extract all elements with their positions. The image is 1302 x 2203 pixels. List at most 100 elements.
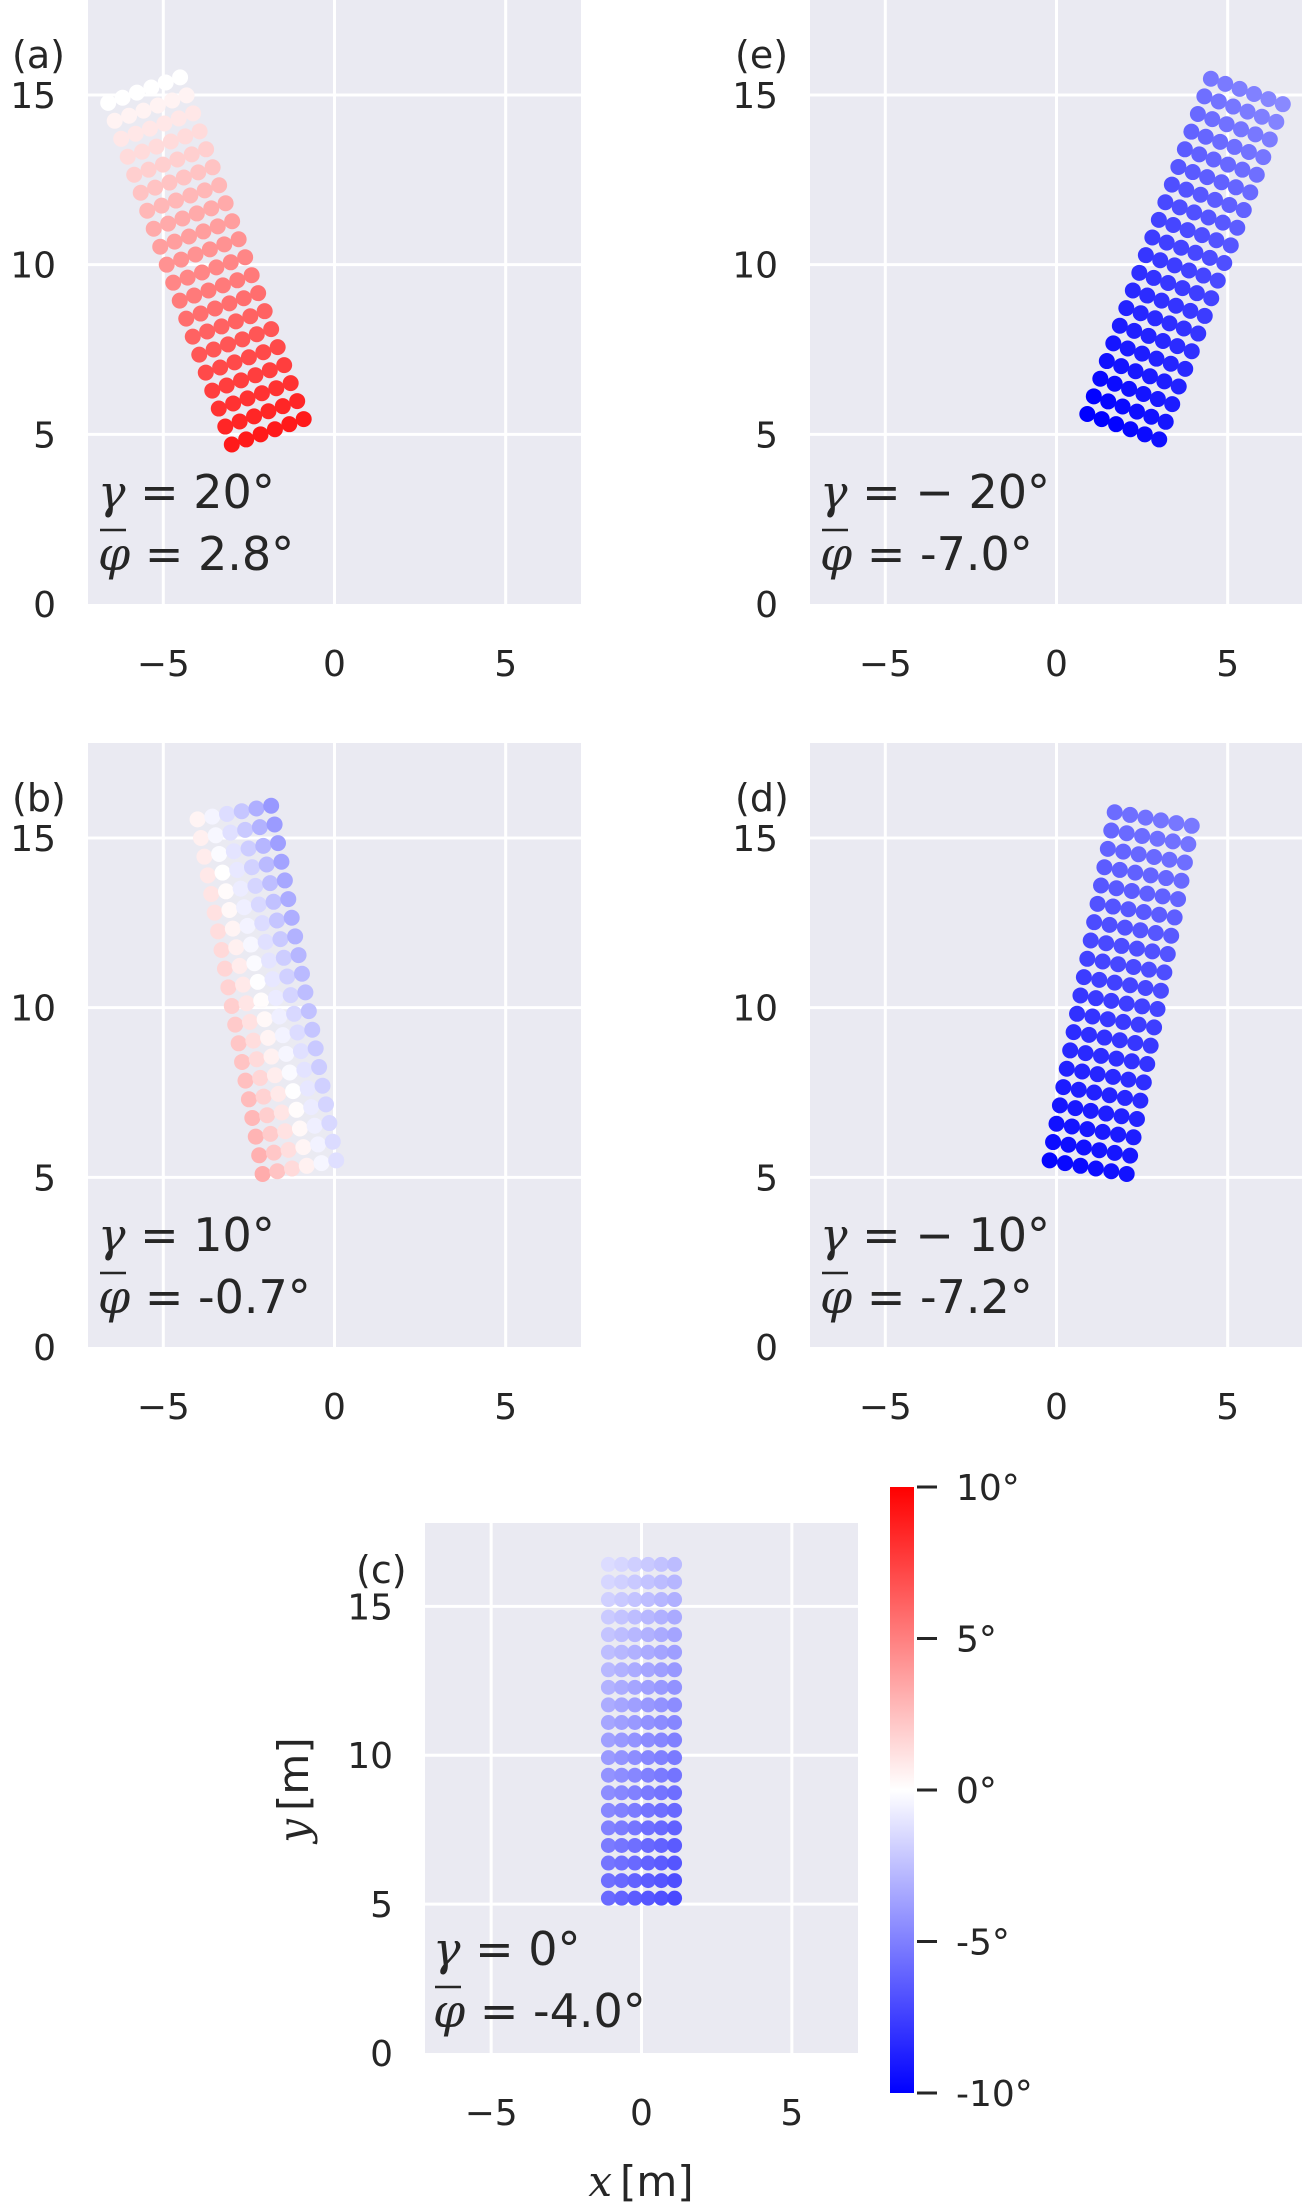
- data-point: [261, 362, 278, 379]
- data-point: [1122, 421, 1139, 438]
- x-tick-label: 5: [494, 644, 517, 685]
- y-tick-label: 15: [732, 819, 778, 860]
- data-point: [1176, 141, 1193, 158]
- data-point: [1202, 70, 1219, 87]
- data-point: [1067, 1100, 1084, 1117]
- data-point: [1137, 809, 1154, 826]
- panel-points: [100, 69, 312, 453]
- data-point: [1180, 836, 1197, 853]
- data-point: [1099, 840, 1116, 857]
- data-point: [667, 1890, 683, 1906]
- data-point: [1149, 830, 1166, 847]
- mean-phi-annotation: φ = -7.2°: [820, 1270, 1033, 1324]
- mean-phi-value: = -7.0°: [852, 527, 1033, 581]
- x-tick-labels: −5 0 5: [137, 644, 517, 685]
- data-point: [276, 357, 293, 374]
- data-point: [1132, 922, 1149, 939]
- data-point: [231, 957, 248, 974]
- data-point: [209, 218, 226, 235]
- panel-b: −5 0 5 0 5 10 15 (b) γ = 10° φ = -0.7°: [10, 743, 581, 1428]
- data-point: [289, 393, 306, 410]
- data-point: [271, 1008, 288, 1025]
- data-point: [640, 1592, 656, 1608]
- data-point: [221, 901, 238, 918]
- data-point: [1169, 338, 1186, 355]
- data-point: [191, 346, 208, 363]
- data-point: [600, 1662, 616, 1678]
- gamma-annotation: γ = 10°: [98, 1208, 275, 1262]
- mean-phi-annotation: φ = -4.0°: [433, 1984, 646, 2038]
- data-point: [1105, 335, 1122, 352]
- data-point: [1166, 909, 1183, 926]
- data-point: [274, 1027, 291, 1044]
- data-point: [1150, 211, 1167, 228]
- data-point: [1175, 320, 1192, 337]
- data-point: [1098, 353, 1115, 370]
- data-point: [1099, 1011, 1116, 1028]
- data-point: [600, 1592, 616, 1608]
- data-point: [667, 1873, 683, 1889]
- data-point: [1154, 333, 1171, 350]
- data-point: [222, 824, 239, 841]
- data-point: [197, 364, 214, 381]
- data-point: [256, 303, 273, 320]
- data-point: [260, 1029, 277, 1046]
- data-point: [627, 1802, 643, 1818]
- data-point: [1130, 1016, 1147, 1033]
- data-point: [289, 1024, 306, 1041]
- data-point: [653, 1609, 669, 1625]
- data-point: [268, 380, 285, 397]
- data-point: [600, 1820, 616, 1836]
- data-point: [160, 215, 177, 232]
- data-point: [242, 936, 259, 953]
- data-point: [1134, 827, 1151, 844]
- data-point: [208, 259, 225, 276]
- y-tick-labels: 0 5 10 15: [732, 76, 778, 626]
- data-point: [213, 941, 230, 958]
- data-point: [627, 1574, 643, 1590]
- data-point: [627, 1732, 643, 1748]
- data-point: [1170, 891, 1187, 908]
- y-tick-labels: 0 5 10 15: [347, 1587, 393, 2075]
- data-point: [313, 1155, 330, 1172]
- data-point: [640, 1679, 656, 1695]
- data-point: [1081, 1026, 1098, 1043]
- data-point: [1163, 176, 1180, 193]
- data-point: [1146, 1019, 1163, 1036]
- panel-d: −5 0 5 0 5 10 15 (d) γ = − 10° φ = -7.2°: [732, 743, 1302, 1428]
- data-point: [306, 1117, 323, 1134]
- gamma-value: = 0°: [461, 1922, 581, 1976]
- data-point: [1159, 946, 1176, 963]
- mean-phi-annotation: φ = -7.0°: [820, 527, 1033, 581]
- colorbar: 10° 5° 0° -5° -10°: [890, 1468, 1033, 2115]
- data-point: [156, 115, 173, 132]
- data-point: [614, 1873, 630, 1889]
- data-point: [1086, 1084, 1103, 1101]
- data-point: [1214, 214, 1231, 231]
- data-point: [212, 359, 229, 376]
- data-point: [1111, 861, 1128, 878]
- data-point: [1195, 267, 1212, 284]
- data-point: [1179, 222, 1196, 239]
- data-point: [273, 853, 290, 870]
- data-point: [203, 200, 220, 217]
- data-point: [667, 1767, 683, 1783]
- data-point: [224, 213, 241, 230]
- data-point: [229, 272, 246, 289]
- data-point: [244, 1109, 261, 1126]
- x-tick-label: 0: [1045, 644, 1068, 685]
- data-point: [210, 923, 227, 940]
- data-point: [284, 1160, 301, 1177]
- data-point: [1171, 199, 1188, 216]
- data-point: [1136, 426, 1153, 443]
- data-point: [1096, 859, 1113, 876]
- data-point: [1149, 391, 1166, 408]
- data-point: [1240, 144, 1257, 161]
- data-point: [1051, 1097, 1068, 1114]
- data-point: [1158, 234, 1175, 251]
- data-point: [1108, 880, 1125, 897]
- data-point: [1184, 164, 1201, 181]
- data-point: [281, 416, 298, 433]
- data-point: [220, 336, 237, 353]
- data-point: [667, 1750, 683, 1766]
